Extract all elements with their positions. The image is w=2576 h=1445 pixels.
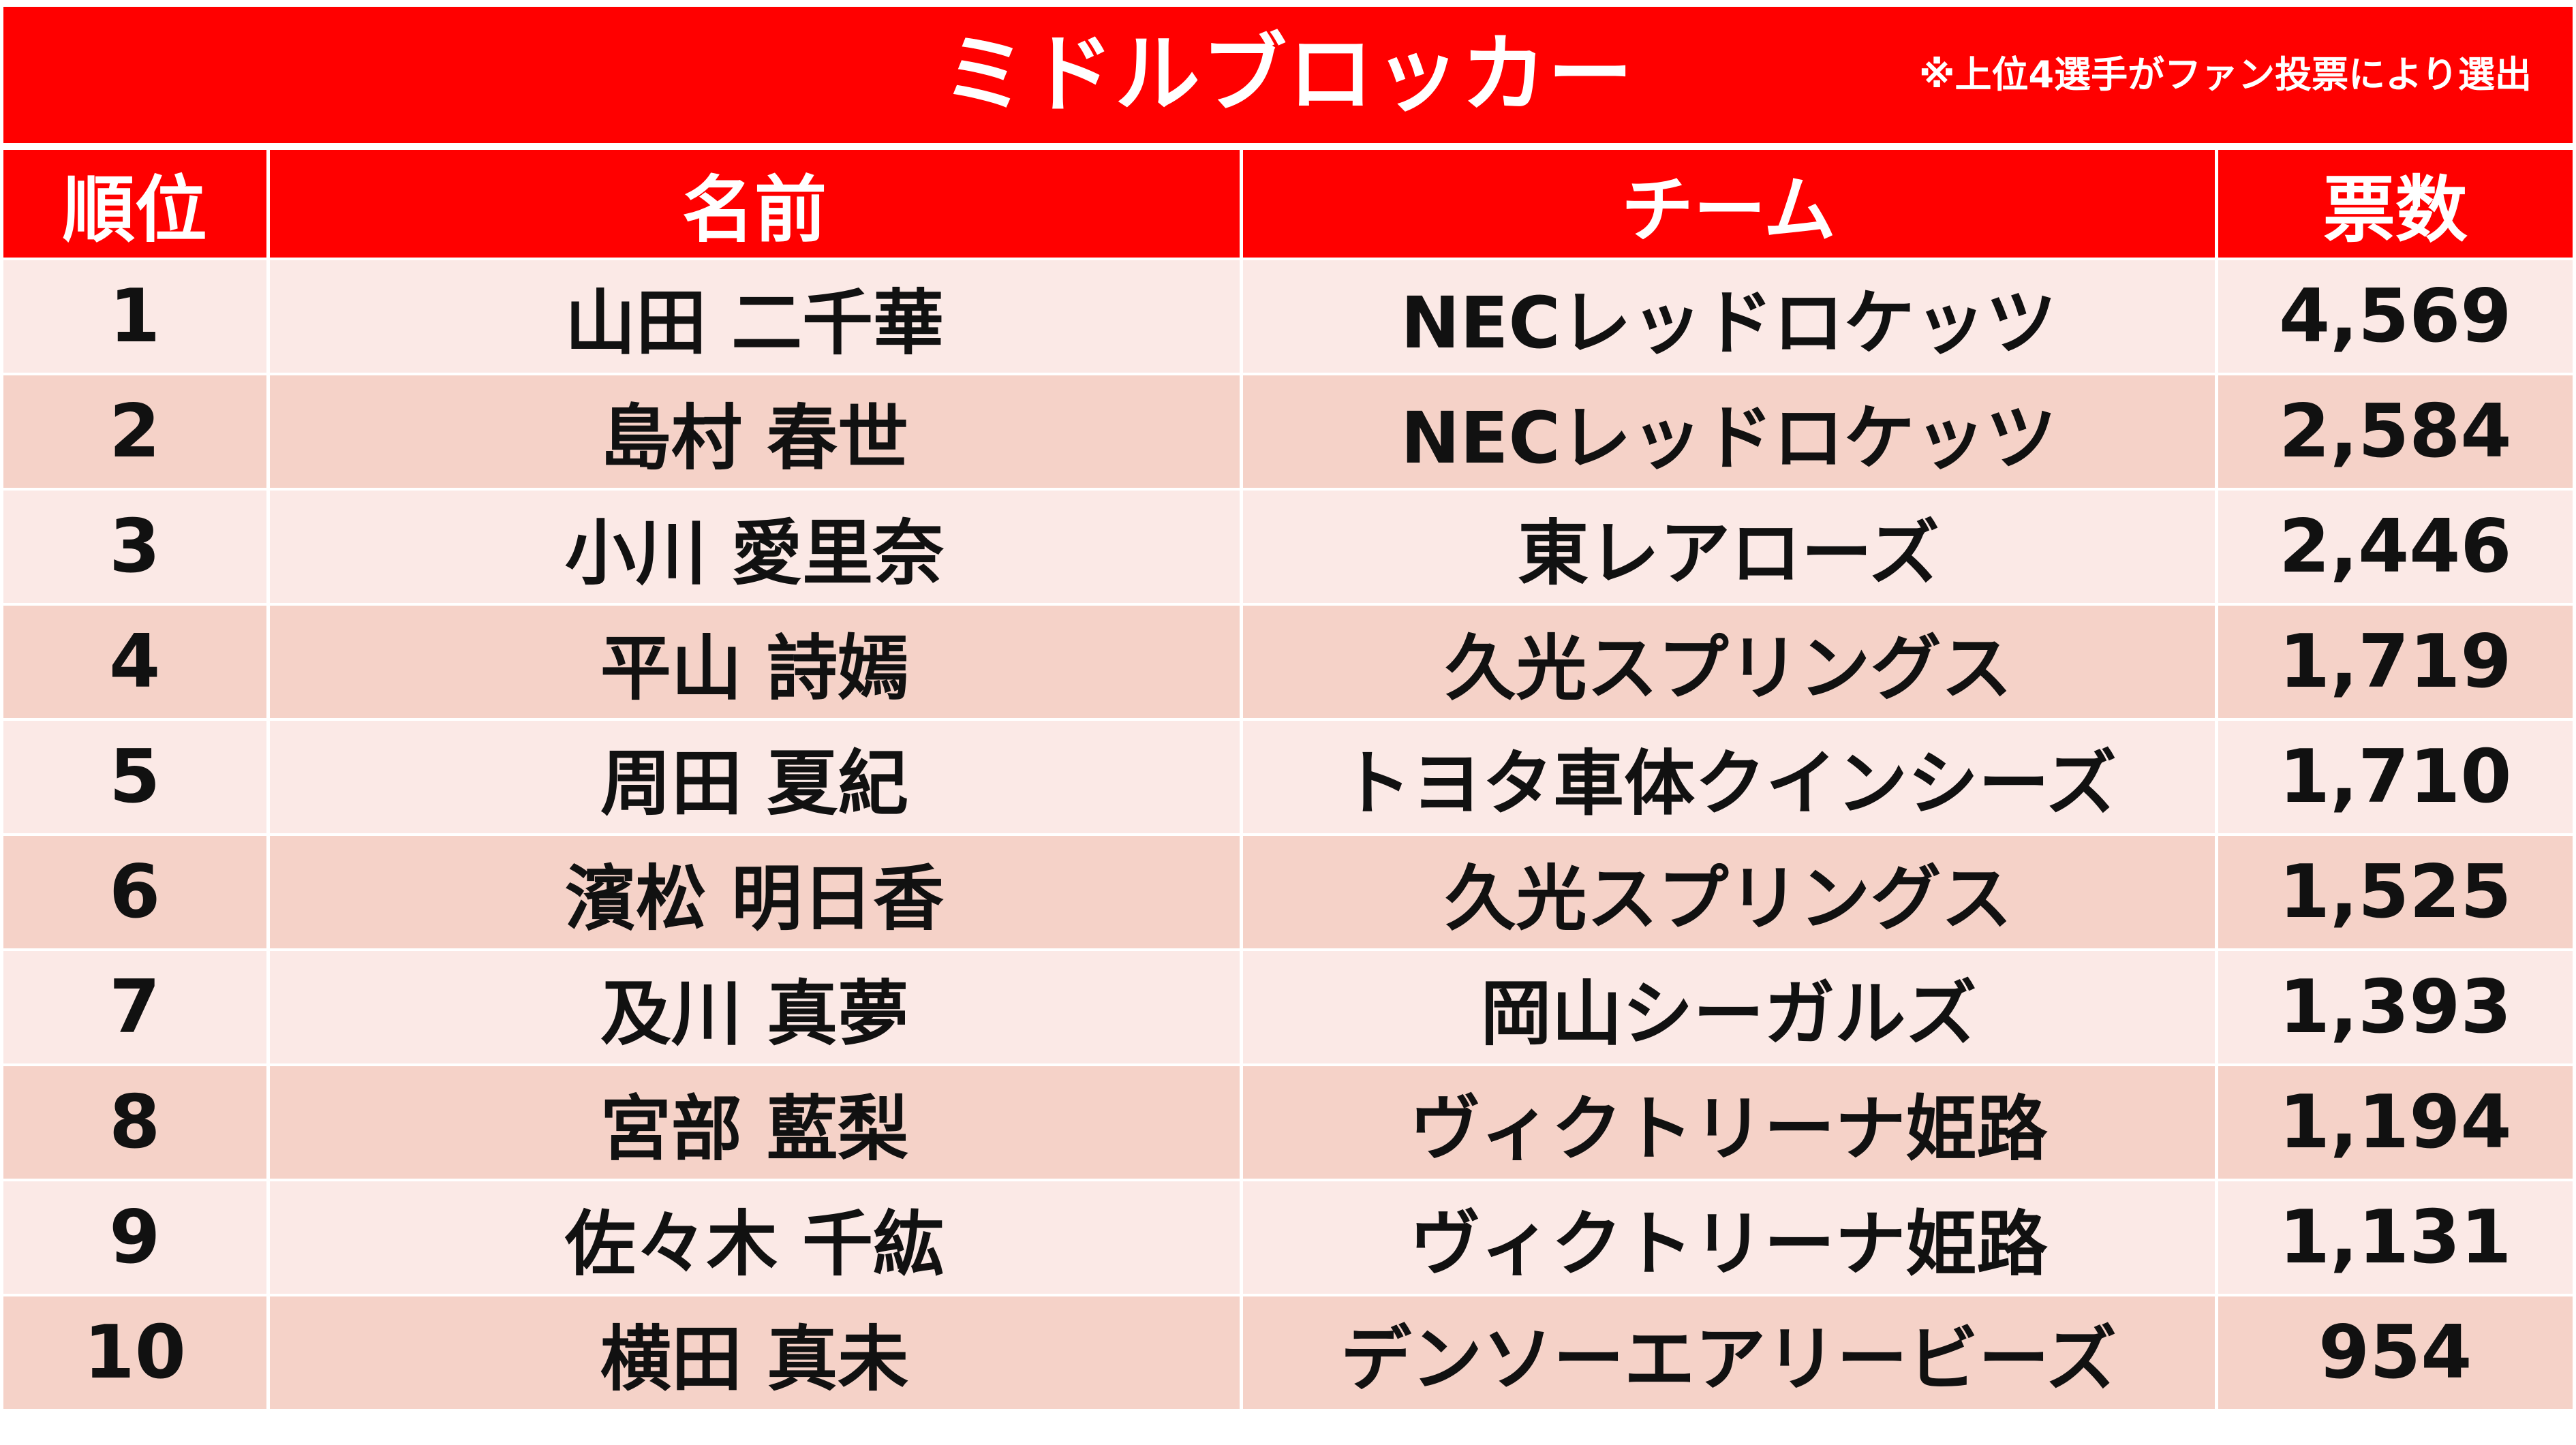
name-cell: 周田 夏紀 xyxy=(266,718,1243,836)
name-cell: 濱松 明日香 xyxy=(266,833,1243,951)
table-row: 5 周田 夏紀 トヨタ車体クインシーズ 1,710 xyxy=(3,718,2573,836)
team-cell: NECレッドロケッツ xyxy=(1239,258,2218,375)
name-cell: 小川 愛里奈 xyxy=(266,488,1243,606)
table-row: 7 及川 真夢 岡山シーガルズ 1,393 xyxy=(3,948,2573,1066)
votes-cell: 4,569 xyxy=(2214,258,2573,375)
team-cell: デンソーエアリービーズ xyxy=(1239,1294,2218,1412)
rank-cell: 4 xyxy=(3,603,270,721)
table-row: 2 島村 春世 NECレッドロケッツ 2,584 xyxy=(3,373,2573,491)
team-cell: NECレッドロケッツ xyxy=(1239,373,2218,491)
rank-cell: 10 xyxy=(3,1294,270,1412)
rank-cell: 6 xyxy=(3,833,270,951)
table-row: 4 平山 詩嫣 久光スプリングス 1,719 xyxy=(3,603,2573,721)
team-cell: ヴィクトリーナ姫路 xyxy=(1239,1063,2218,1181)
rank-cell: 9 xyxy=(3,1179,270,1296)
rank-cell: 1 xyxy=(3,258,270,375)
header-rank: 順位 xyxy=(3,150,270,259)
team-cell: 東レアローズ xyxy=(1239,488,2218,606)
votes-cell: 1,525 xyxy=(2214,833,2573,951)
votes-cell: 1,393 xyxy=(2214,948,2573,1066)
name-cell: 佐々木 千紘 xyxy=(266,1179,1243,1296)
rank-cell: 8 xyxy=(3,1063,270,1181)
votes-cell: 2,446 xyxy=(2214,488,2573,606)
name-cell: 平山 詩嫣 xyxy=(266,603,1243,721)
votes-cell: 2,584 xyxy=(2214,373,2573,491)
name-cell: 横田 真未 xyxy=(266,1294,1243,1412)
votes-cell: 1,719 xyxy=(2214,603,2573,721)
name-cell: 宮部 藍梨 xyxy=(266,1063,1243,1181)
header-team: チーム xyxy=(1239,150,2218,259)
ranking-table-graphic: ミドルブロッカー ※上位4選手がファン投票により選出 順位 名前 チーム 票数 … xyxy=(3,7,2573,1413)
table-row: 8 宮部 藍梨 ヴィクトリーナ姫路 1,194 xyxy=(3,1063,2573,1181)
team-cell: 久光スプリングス xyxy=(1239,603,2218,721)
team-cell: トヨタ車体クインシーズ xyxy=(1239,718,2218,836)
rank-cell: 7 xyxy=(3,948,270,1066)
table-row: 9 佐々木 千紘 ヴィクトリーナ姫路 1,131 xyxy=(3,1179,2573,1296)
votes-cell: 1,131 xyxy=(2214,1179,2573,1296)
rank-cell: 5 xyxy=(3,718,270,836)
rank-cell: 2 xyxy=(3,373,270,491)
table-row: 3 小川 愛里奈 東レアローズ 2,446 xyxy=(3,488,2573,606)
title-bar: ミドルブロッカー ※上位4選手がファン投票により選出 xyxy=(3,7,2573,143)
table-header-row: 順位 名前 チーム 票数 xyxy=(3,150,2573,259)
ranking-table: 順位 名前 チーム 票数 1 山田 二千華 NECレッドロケッツ 4,569 2… xyxy=(3,150,2573,1412)
selection-note: ※上位4選手がファン投票により選出 xyxy=(1919,53,2532,96)
table-row: 1 山田 二千華 NECレッドロケッツ 4,569 xyxy=(3,258,2573,375)
name-cell: 島村 春世 xyxy=(266,373,1243,491)
header-votes: 票数 xyxy=(2214,150,2573,259)
votes-cell: 1,194 xyxy=(2214,1063,2573,1181)
table-row: 6 濱松 明日香 久光スプリングス 1,525 xyxy=(3,833,2573,951)
header-name: 名前 xyxy=(266,150,1243,259)
name-cell: 及川 真夢 xyxy=(266,948,1243,1066)
rank-cell: 3 xyxy=(3,488,270,606)
team-cell: 久光スプリングス xyxy=(1239,833,2218,951)
team-cell: ヴィクトリーナ姫路 xyxy=(1239,1179,2218,1296)
team-cell: 岡山シーガルズ xyxy=(1239,948,2218,1066)
table-row: 10 横田 真未 デンソーエアリービーズ 954 xyxy=(3,1294,2573,1412)
page-title: ミドルブロッカー xyxy=(942,25,1634,124)
votes-cell: 954 xyxy=(2214,1294,2573,1412)
name-cell: 山田 二千華 xyxy=(266,258,1243,375)
votes-cell: 1,710 xyxy=(2214,718,2573,836)
